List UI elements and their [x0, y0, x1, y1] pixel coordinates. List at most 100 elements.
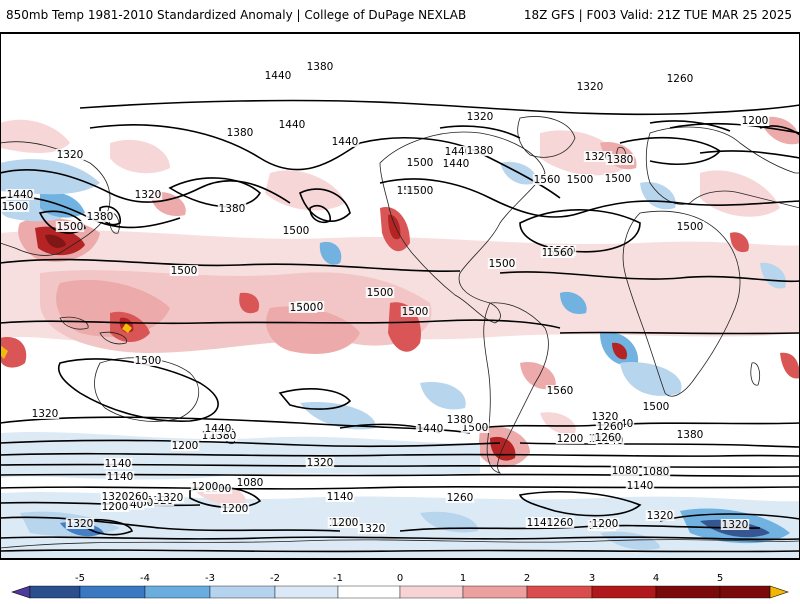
contour-label: 1200: [170, 440, 200, 452]
colorbar-upper-extend: [769, 585, 789, 599]
contour-label-text: 1440: [445, 146, 472, 158]
contour-label-text: 1320: [157, 492, 184, 504]
colorbar-segment: [79, 585, 146, 599]
map-header: 850mb Temp 1981-2010 Standardized Anomal…: [0, 0, 800, 30]
contour-label-text: 1200: [192, 481, 219, 493]
contour-label-text: 1500: [407, 157, 434, 169]
contour-label: 1320: [305, 457, 335, 469]
contour-label: 1500: [281, 225, 311, 237]
contour-labels: 1440138012601320132012001320144014401380…: [0, 61, 770, 535]
contour-label: 1320: [590, 411, 620, 423]
coastlines: [0, 116, 800, 549]
colorbar-segment: [719, 585, 771, 599]
contour-label-text: 1500: [489, 258, 516, 270]
colorbar-segment: [209, 585, 276, 599]
contour-label-text: 1560: [547, 247, 574, 259]
contour-label: 1560: [545, 247, 575, 259]
contour-label: 1500: [603, 173, 633, 185]
colorbar-tick-label: 1: [460, 573, 466, 584]
contour-label-text: 1320: [647, 510, 674, 522]
map-panel: 1440138012601320132012001320144014401380…: [0, 32, 800, 560]
contour-label-text: 1380: [227, 127, 254, 139]
contour-label-text: 1260: [447, 492, 474, 504]
contour-label: 1500: [133, 355, 163, 367]
contour-label: 1380: [445, 414, 475, 426]
contour-label: 1320: [133, 189, 163, 201]
contour-label: 1560: [532, 174, 562, 186]
contour-label-text: 1500: [57, 221, 84, 233]
colorbar-tick-label: 0: [397, 573, 403, 584]
contour-label-text: 1500: [367, 287, 394, 299]
contour-label-text: 1080: [612, 465, 639, 477]
contour-label: 1320: [575, 81, 605, 93]
contour-label-text: 1440: [205, 423, 232, 435]
contour-label: 1380: [305, 61, 335, 73]
contour-label: 1560: [545, 385, 575, 397]
contour-label: 1140: [103, 458, 133, 470]
contour-label-text: 1500: [135, 355, 162, 367]
contour-label: 1500: [641, 401, 671, 413]
contour-label-text: 1320: [585, 151, 612, 163]
contour-label: 1260: [595, 421, 625, 433]
contour-label: 1140: [325, 491, 355, 503]
contour-label-text: 1500: [2, 201, 29, 213]
contour-label-text: 1500: [171, 265, 198, 277]
contour-label: 1080: [641, 466, 671, 478]
contour-label-text: 1320: [135, 189, 162, 201]
colorbar-tick-label: -4: [140, 573, 150, 584]
contour-label-text: 1320: [32, 408, 59, 420]
contour-label-text: 1080: [643, 466, 670, 478]
contour-label-text: 1200: [172, 440, 199, 452]
contour-label-text: 1140: [327, 491, 354, 503]
contour-label: 1200: [100, 501, 130, 513]
colorbar-tick-label: -5: [75, 573, 85, 584]
valid-time: 18Z GFS | F003 Valid: 21Z TUE MAR 25 202…: [523, 8, 792, 22]
colorbar-tick-label: 2: [524, 573, 530, 584]
contour-label-text: 1200: [592, 518, 619, 530]
contour-label: 1500: [405, 157, 435, 169]
contour-label: 1140: [105, 471, 135, 483]
contour-label: 1380: [675, 429, 705, 441]
contour-label-text: 1380: [87, 211, 114, 223]
contour-label-text: 1560: [547, 385, 574, 397]
colorbar-svg: -5 -4 -3 -2 -1 0 1 2 3 4 5: [11, 573, 789, 599]
colorbar-segment: [526, 585, 593, 599]
contour-label-text: 1500: [407, 185, 434, 197]
contour-label: 1500: [565, 174, 595, 186]
contour-label-text: 1320: [467, 111, 494, 123]
contour-label: 1380: [225, 127, 255, 139]
contour-label-text: 1440: [265, 70, 292, 82]
colorbar-segment: [144, 585, 211, 599]
contour-label-text: 1200: [332, 517, 359, 529]
contour-label-text: 1560: [534, 174, 561, 186]
contour-label-text: 1440: [279, 119, 306, 131]
colorbar-segment: [29, 585, 81, 599]
contour-label: 1260: [593, 432, 623, 444]
contour-label-text: 1320: [307, 457, 334, 469]
colorbar-segment: [399, 585, 464, 599]
contour-label: 1440: [263, 70, 293, 82]
contour-label-text: 1440: [443, 158, 470, 170]
map-title: 850mb Temp 1981-2010 Standardized Anomal…: [6, 8, 467, 22]
colorbar-lower-extend: [11, 585, 31, 599]
contour-label-text: 1380: [307, 61, 334, 73]
contour-label: 1200: [190, 481, 220, 493]
colorbar-tick-label: -1: [333, 573, 343, 584]
contour-label: 1380: [605, 154, 635, 166]
contour-label-text: 1500: [283, 225, 310, 237]
contour-label-text: 1260: [597, 421, 624, 433]
contour-label: 1440: [277, 119, 307, 131]
contour-label-text: 1320: [67, 518, 94, 530]
contour-label-text: 1380: [447, 414, 474, 426]
contour-label-text: 1320: [57, 149, 84, 161]
colorbar-segment: [591, 585, 657, 599]
contour-label: 1440: [415, 423, 445, 435]
contour-label: 1260: [445, 492, 475, 504]
contour-label: 1320: [55, 149, 85, 161]
contour-label-text: 1440: [332, 136, 359, 148]
contour-label: 1500: [365, 287, 395, 299]
contour-label-text: 1500: [643, 401, 670, 413]
contour-label-text: 1380: [677, 429, 704, 441]
contour-label: 1200: [555, 433, 585, 445]
colorbar-tick-label: 5: [717, 573, 723, 584]
